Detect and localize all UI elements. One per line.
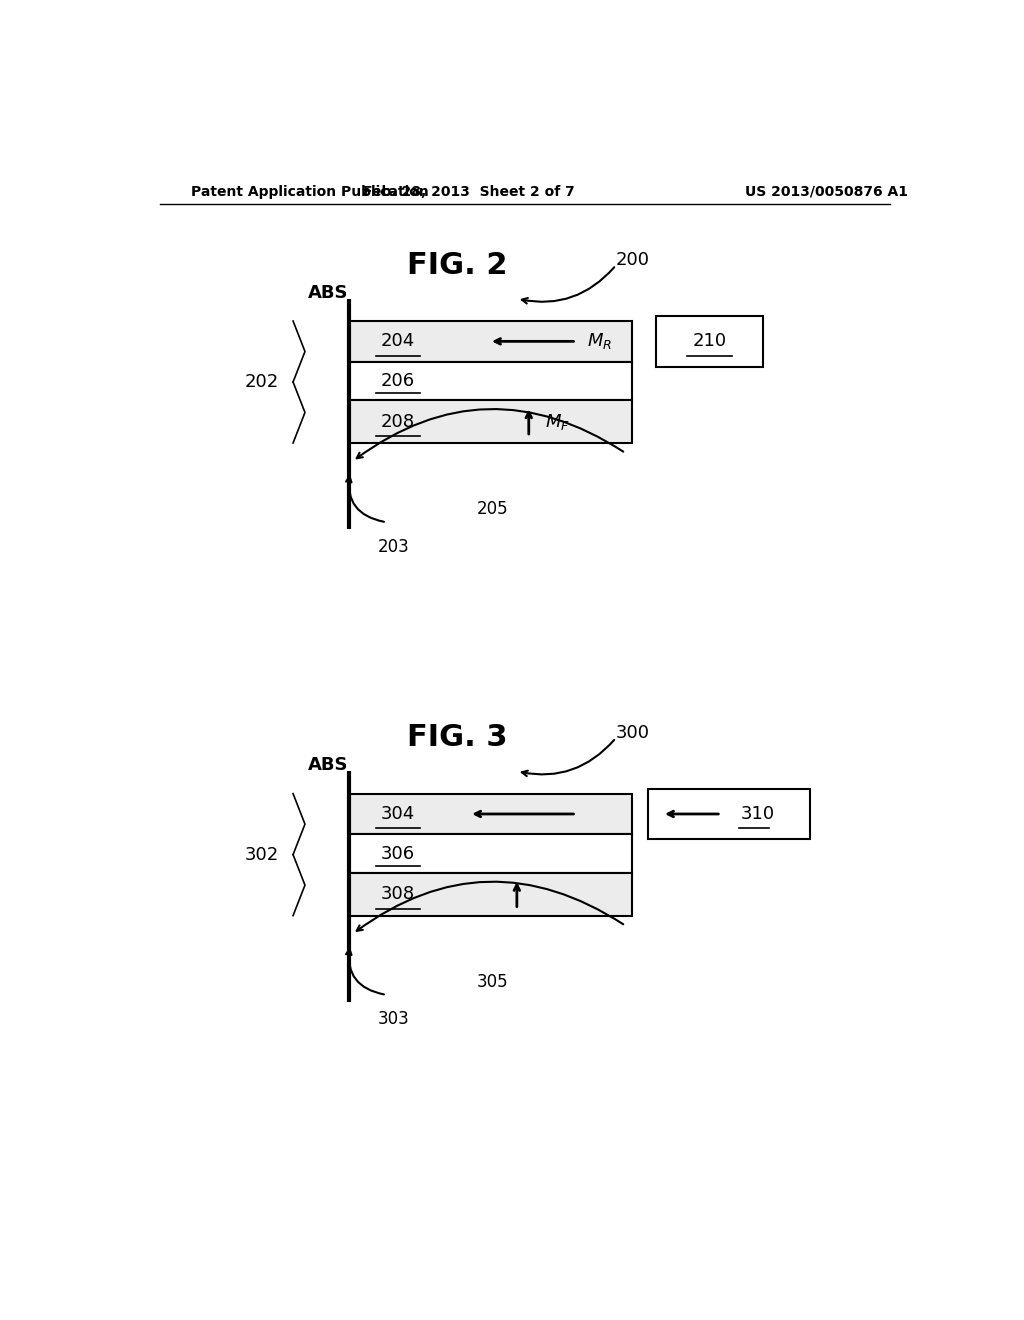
Text: 310: 310 bbox=[741, 805, 775, 822]
Text: FIG. 2: FIG. 2 bbox=[408, 251, 508, 280]
Text: 205: 205 bbox=[477, 500, 509, 517]
Text: $M_R$: $M_R$ bbox=[587, 331, 611, 351]
Text: 210: 210 bbox=[692, 333, 726, 350]
Text: 306: 306 bbox=[381, 845, 415, 862]
Text: 202: 202 bbox=[245, 374, 279, 391]
Text: ABS: ABS bbox=[308, 756, 348, 775]
Text: 204: 204 bbox=[381, 333, 415, 350]
Text: 303: 303 bbox=[378, 1010, 410, 1028]
Text: Patent Application Publication: Patent Application Publication bbox=[191, 185, 429, 199]
Bar bbox=[348, 400, 632, 444]
Text: FIG. 3: FIG. 3 bbox=[408, 723, 508, 752]
Text: $M_F$: $M_F$ bbox=[545, 412, 569, 432]
Bar bbox=[348, 321, 632, 362]
Bar bbox=[655, 315, 763, 367]
Bar bbox=[348, 793, 632, 834]
Text: US 2013/0050876 A1: US 2013/0050876 A1 bbox=[744, 185, 908, 199]
Text: 208: 208 bbox=[381, 413, 415, 430]
Text: Feb. 28, 2013  Sheet 2 of 7: Feb. 28, 2013 Sheet 2 of 7 bbox=[364, 185, 575, 199]
Text: 305: 305 bbox=[477, 973, 509, 991]
Text: 300: 300 bbox=[616, 723, 650, 742]
Text: ABS: ABS bbox=[308, 284, 348, 301]
Text: 302: 302 bbox=[245, 846, 279, 863]
Bar bbox=[648, 788, 811, 840]
Text: 308: 308 bbox=[381, 886, 415, 903]
Bar bbox=[348, 873, 632, 916]
Text: 200: 200 bbox=[616, 251, 650, 269]
Text: 304: 304 bbox=[381, 805, 415, 822]
Text: 206: 206 bbox=[381, 372, 415, 389]
Bar bbox=[348, 834, 632, 873]
Bar bbox=[348, 362, 632, 400]
Text: 203: 203 bbox=[378, 537, 410, 556]
